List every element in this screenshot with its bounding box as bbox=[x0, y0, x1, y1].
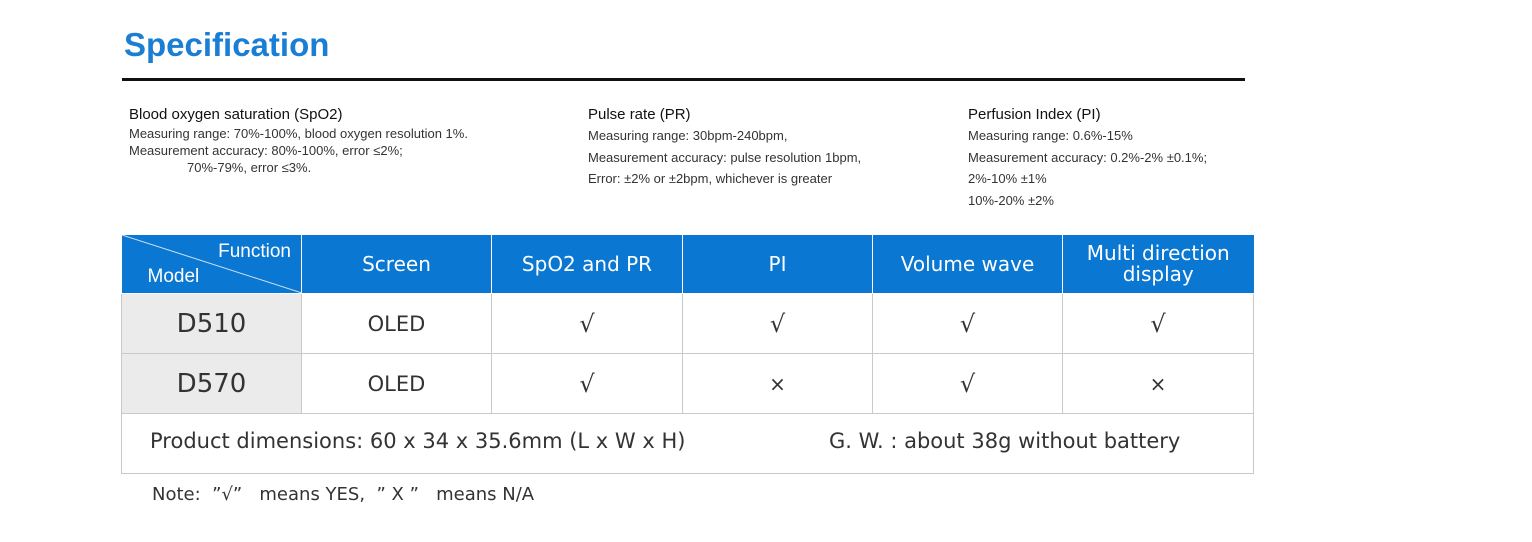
gross-weight: G. W. : about 38g without battery bbox=[829, 429, 1181, 453]
table-cell: OLED bbox=[301, 293, 492, 354]
check-mark: √ bbox=[491, 293, 683, 354]
spec-line: Measurement accuracy: 80%-100%, error ≤2… bbox=[129, 143, 403, 158]
model-function-table: Function Model Screen SpO2 and PR PI Vol… bbox=[121, 235, 1254, 474]
spec-perfusion-index: Perfusion Index (PI) Measuring range: 0.… bbox=[968, 105, 1207, 211]
cross-mark: × bbox=[682, 353, 873, 414]
column-header: SpO2 and PR bbox=[491, 235, 683, 294]
spec-heading: Blood oxygen saturation (SpO2) bbox=[129, 106, 343, 123]
cross-mark: × bbox=[1062, 353, 1254, 414]
dimensions-row: Product dimensions: 60 x 34 x 35.6mm (L … bbox=[121, 413, 1254, 474]
column-header: Multi direction display bbox=[1062, 235, 1254, 294]
spec-line: Measurement accuracy: 0.2%-2% ±0.1%; bbox=[968, 149, 1208, 165]
corner-header: Function Model bbox=[121, 235, 302, 294]
table-cell: OLED bbox=[301, 353, 492, 414]
spec-heading: Perfusion Index (PI) bbox=[968, 106, 1101, 123]
spec-line: Measurement accuracy: pulse resolution 1… bbox=[588, 149, 862, 165]
spec-line: 70%-79%, error ≤3%. bbox=[187, 160, 312, 175]
check-mark: √ bbox=[491, 353, 683, 414]
table-row: D570 OLED √ × √ × bbox=[121, 353, 1254, 414]
spec-line: 10%-20% ±2% bbox=[968, 192, 1054, 208]
check-mark: √ bbox=[872, 353, 1063, 414]
check-mark: √ bbox=[1062, 293, 1254, 354]
legend-note: Note: ”√” means YES, ” X ” means N/A bbox=[152, 484, 535, 505]
spec-line: Error: ±2% or ±2bpm, whichever is greate… bbox=[588, 171, 833, 186]
check-mark: √ bbox=[682, 293, 873, 354]
column-header: PI bbox=[682, 235, 873, 294]
spec-pulse-rate: Pulse rate (PR) Measuring range: 30bpm-2… bbox=[588, 105, 861, 190]
table-header-row: Function Model Screen SpO2 and PR PI Vol… bbox=[121, 235, 1254, 294]
spec-line: Measuring range: 0.6%-15% bbox=[968, 128, 1133, 143]
model-label: Model bbox=[147, 266, 200, 287]
spec-heading: Pulse rate (PR) bbox=[588, 106, 691, 123]
spec-spo2: Blood oxygen saturation (SpO2) Measuring… bbox=[129, 105, 468, 176]
product-dimensions: Product dimensions: 60 x 34 x 35.6mm (L … bbox=[150, 429, 686, 453]
column-header: Screen bbox=[301, 235, 492, 294]
function-label: Function bbox=[218, 241, 291, 262]
model-cell: D510 bbox=[121, 293, 302, 354]
diagonal-line bbox=[121, 235, 302, 293]
spec-line: Measuring range: 70%-100%, blood oxygen … bbox=[129, 126, 468, 141]
column-header: Volume wave bbox=[872, 235, 1063, 294]
dimensions-cell: Product dimensions: 60 x 34 x 35.6mm (L … bbox=[121, 413, 1254, 474]
table-row: D510 OLED √ √ √ √ bbox=[121, 293, 1254, 354]
page-title: Specification bbox=[124, 26, 330, 63]
title-divider bbox=[122, 78, 1245, 81]
spec-line: Measuring range: 30bpm-240bpm, bbox=[588, 128, 788, 143]
spec-line: 2%-10% ±1% bbox=[968, 171, 1047, 186]
model-cell: D570 bbox=[121, 353, 302, 414]
check-mark: √ bbox=[872, 293, 1063, 354]
